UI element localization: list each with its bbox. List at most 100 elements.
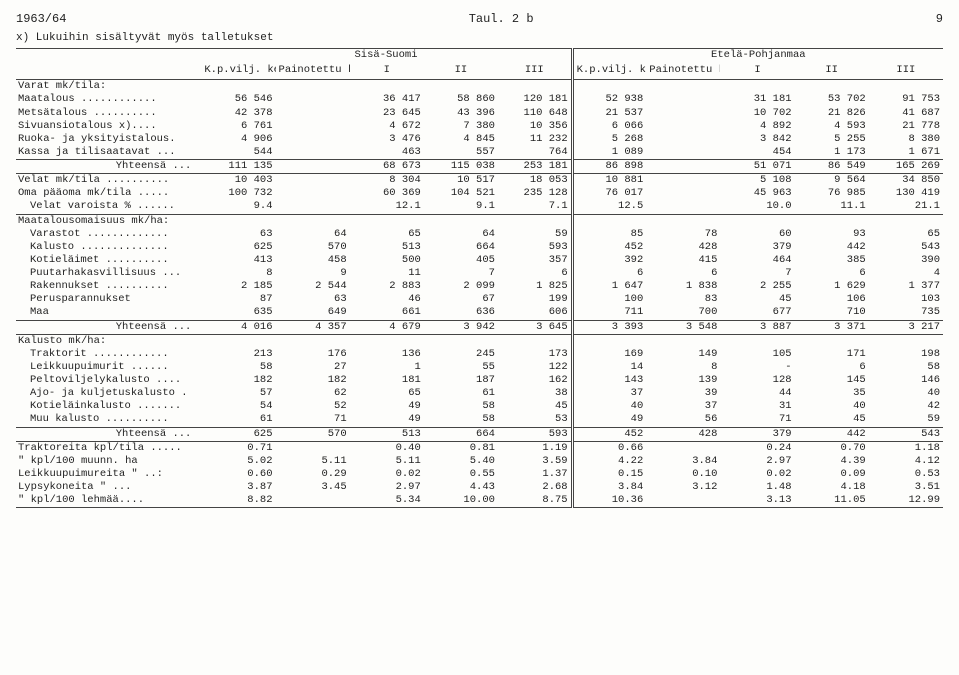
row-label: " kpl/100 muunn. ha bbox=[16, 455, 201, 468]
cell: 103 bbox=[869, 293, 943, 306]
cell: 120 181 bbox=[498, 93, 572, 106]
cell bbox=[646, 120, 720, 133]
cell: 0.60 bbox=[201, 468, 275, 481]
cell bbox=[276, 146, 350, 160]
cell: 64 bbox=[276, 228, 350, 241]
cell: 139 bbox=[646, 374, 720, 387]
cell: 10.0 bbox=[720, 200, 794, 214]
row-label: Kassa ja tilisaatavat ... bbox=[16, 146, 201, 160]
cell: 570 bbox=[276, 241, 350, 254]
cell: 10 517 bbox=[424, 174, 498, 188]
data-row: Sivuansiotalous x)....6 7614 6727 38010 … bbox=[16, 120, 943, 133]
cell bbox=[498, 214, 572, 228]
cell bbox=[646, 200, 720, 214]
cell: 54 bbox=[201, 400, 275, 413]
cell: 513 bbox=[350, 241, 424, 254]
row-label: Velat varoista % ...... bbox=[16, 200, 201, 214]
cell: 4.22 bbox=[572, 455, 646, 468]
cell: 0.15 bbox=[572, 468, 646, 481]
data-row: Lypsykoneita " ...3.873.452.974.432.683.… bbox=[16, 481, 943, 494]
cell: 58 bbox=[424, 400, 498, 413]
cell: 379 bbox=[720, 241, 794, 254]
col-header: II bbox=[424, 64, 498, 80]
cell: 53 702 bbox=[795, 93, 869, 106]
region-1: Sisä-Suomi bbox=[201, 49, 572, 65]
data-row: Muu kalusto ..........617149585349567145… bbox=[16, 413, 943, 427]
cell: 49 bbox=[572, 413, 646, 427]
region-2: Etelä-Pohjanmaa bbox=[572, 49, 943, 65]
cell: 106 bbox=[795, 293, 869, 306]
cell bbox=[424, 334, 498, 348]
cell: 2 883 bbox=[350, 280, 424, 293]
cell: 1.19 bbox=[498, 441, 572, 455]
data-row: Ruoka- ja yksityistalous.4 9063 4764 845… bbox=[16, 133, 943, 146]
cell: 36 417 bbox=[350, 93, 424, 106]
cell: 3 217 bbox=[869, 320, 943, 334]
cell: 3 548 bbox=[646, 320, 720, 334]
row-label: Ajo- ja kuljetuskalusto . bbox=[16, 387, 201, 400]
cell: 458 bbox=[276, 254, 350, 267]
cell: 357 bbox=[498, 254, 572, 267]
cell: 145 bbox=[795, 374, 869, 387]
cell: 171 bbox=[795, 348, 869, 361]
cell: 3 476 bbox=[350, 133, 424, 146]
cell: 253 181 bbox=[498, 160, 572, 174]
cell: 6 bbox=[646, 267, 720, 280]
cell: 0.40 bbox=[350, 441, 424, 455]
cell: 162 bbox=[498, 374, 572, 387]
cell: 7 bbox=[720, 267, 794, 280]
row-label: Sivuansiotalous x).... bbox=[16, 120, 201, 133]
cell: 143 bbox=[572, 374, 646, 387]
cell bbox=[869, 80, 943, 94]
data-row: Rakennukset ..........2 1852 5442 8832 0… bbox=[16, 280, 943, 293]
row-label: Muu kalusto .......... bbox=[16, 413, 201, 427]
cell: 65 bbox=[350, 387, 424, 400]
cell: 9 bbox=[276, 267, 350, 280]
cell: 51 071 bbox=[720, 160, 794, 174]
cell: 1 647 bbox=[572, 280, 646, 293]
cell: 664 bbox=[424, 241, 498, 254]
cell bbox=[201, 80, 275, 94]
cell: 764 bbox=[498, 146, 572, 160]
cell: 78 bbox=[646, 228, 720, 241]
cell: 1 629 bbox=[795, 280, 869, 293]
cell: 58 bbox=[869, 361, 943, 374]
data-row: Kalusto mk/ha: bbox=[16, 334, 943, 348]
cell: 182 bbox=[276, 374, 350, 387]
row-label: Traktoreita kpl/tila ..... bbox=[16, 441, 201, 455]
cell bbox=[276, 93, 350, 106]
cell: 12.5 bbox=[572, 200, 646, 214]
cell: 181 bbox=[350, 374, 424, 387]
cell: 3.45 bbox=[276, 481, 350, 494]
row-label: Yhteensä ... bbox=[16, 320, 201, 334]
cell bbox=[276, 107, 350, 120]
cell: 68 673 bbox=[350, 160, 424, 174]
cell: 40 bbox=[572, 400, 646, 413]
data-row: Peltoviljelykalusto ....1821821811871621… bbox=[16, 374, 943, 387]
cell: 6 bbox=[572, 267, 646, 280]
cell bbox=[276, 133, 350, 146]
cell: 0.55 bbox=[424, 468, 498, 481]
cell: 661 bbox=[350, 306, 424, 320]
data-row: " kpl/100 muunn. ha5.025.115.115.403.594… bbox=[16, 455, 943, 468]
cell: 2.68 bbox=[498, 481, 572, 494]
data-row: Kalusto ..............625570513664593452… bbox=[16, 241, 943, 254]
cell: 176 bbox=[276, 348, 350, 361]
cell: 6 bbox=[795, 267, 869, 280]
cell bbox=[795, 334, 869, 348]
header-right: 9 bbox=[936, 12, 943, 26]
cell: 463 bbox=[350, 146, 424, 160]
cell bbox=[276, 494, 350, 508]
cell: 0.10 bbox=[646, 468, 720, 481]
cell bbox=[869, 334, 943, 348]
cell: 8.75 bbox=[498, 494, 572, 508]
cell: 1 089 bbox=[572, 146, 646, 160]
cell: 543 bbox=[869, 427, 943, 441]
cell: 165 269 bbox=[869, 160, 943, 174]
cell: 2 099 bbox=[424, 280, 498, 293]
col-header: K.p.vilj. keskim. bbox=[572, 64, 646, 80]
cell: 454 bbox=[720, 146, 794, 160]
cell: 4 016 bbox=[201, 320, 275, 334]
cell: 0.02 bbox=[720, 468, 794, 481]
cell: 45 963 bbox=[720, 187, 794, 200]
